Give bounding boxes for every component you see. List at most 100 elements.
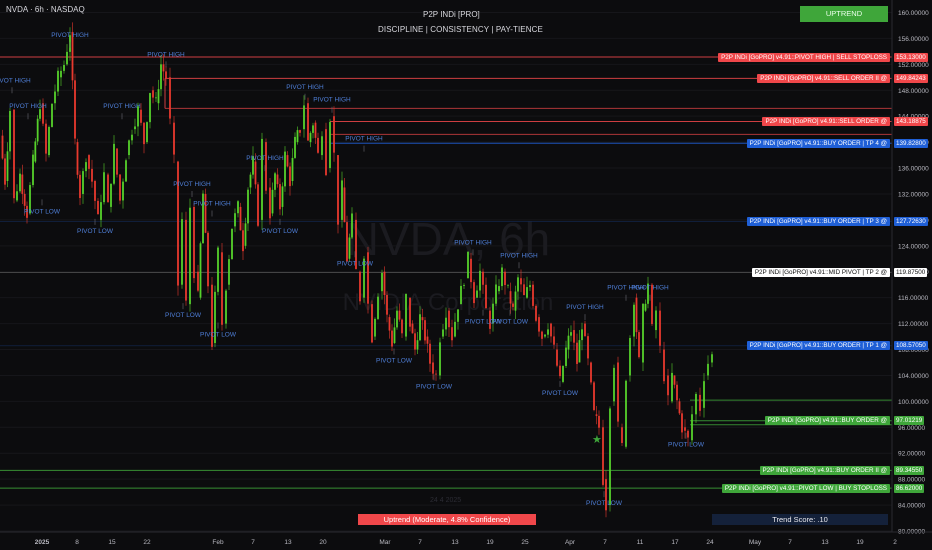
x-tick-label: 20 [319, 539, 327, 546]
candle [625, 380, 627, 447]
candle [617, 362, 619, 422]
level-tag: P2P INDi [GoPRO] v4.91::BUY ORDER II @ [759, 465, 890, 475]
candle [97, 200, 99, 215]
candle [396, 310, 398, 328]
candle [593, 382, 595, 411]
candle [325, 129, 327, 176]
candle [621, 427, 623, 443]
candle [32, 154, 34, 186]
pivot-high-label: PIVOT HIGH [454, 239, 492, 246]
candle [348, 237, 351, 259]
candle [247, 189, 249, 224]
candle [252, 156, 254, 175]
pivot-high-label: PIVOT HIGH [147, 51, 185, 58]
candle [517, 277, 519, 292]
candle [274, 173, 276, 190]
candle [125, 160, 127, 182]
candle [451, 327, 453, 341]
level-tag: P2P INDi [GoPRO] v4.91::BUY ORDER | TP 1… [746, 341, 890, 351]
candle [116, 148, 118, 175]
candle [485, 284, 487, 309]
candle [228, 259, 230, 285]
candle [391, 330, 393, 347]
candle [520, 278, 522, 285]
pivot-high-label: PIVOT HIGH [51, 32, 89, 39]
watermark-name: NVIDIA Corporation [343, 289, 554, 316]
candle [514, 291, 517, 311]
candle [547, 329, 549, 335]
candle [13, 109, 15, 199]
candle [48, 126, 50, 156]
y-tick-label: 156.00000 [898, 36, 929, 43]
level-tag: P2P INDi [GoPRO] v4.91::SELL ORDER II @ [757, 73, 890, 83]
candle [667, 375, 669, 396]
pivot-high-label: PIVOT HIGH [607, 285, 645, 292]
candle [185, 219, 187, 301]
candle [501, 267, 503, 287]
candle [289, 166, 291, 187]
x-tick-label: 7 [788, 539, 792, 546]
candle [173, 122, 175, 155]
candle [74, 80, 76, 139]
candle [435, 373, 437, 375]
candle [584, 323, 586, 337]
candle [532, 284, 534, 306]
candle [635, 297, 638, 333]
level-tag: P2P INDi [GoPRO] v4.91::PIVOT LOW | BUY … [721, 483, 890, 493]
pivot-high-label: PIVOT HIGH [246, 155, 284, 162]
candle [405, 294, 407, 337]
pivot-low-label: PIVOT LOW [465, 319, 502, 326]
candle [383, 271, 386, 295]
x-tick-label: 13 [284, 539, 292, 546]
candle [429, 343, 431, 364]
candle [199, 243, 202, 298]
candle [454, 321, 456, 337]
candle [149, 93, 151, 123]
candle [703, 381, 705, 408]
candle [355, 219, 357, 270]
candle [651, 284, 653, 325]
trend-button[interactable]: UPTREND [800, 6, 888, 22]
candle [249, 174, 252, 188]
level-tag: P2P INDi [GoPRO] v4.91::SELL ORDER @ [762, 116, 890, 126]
candle [155, 97, 157, 99]
candle [79, 174, 81, 199]
candle [432, 362, 434, 374]
candle [609, 408, 611, 506]
y-tick-label: 104.00000 [898, 373, 929, 380]
level-price-tag: 139.82800 [894, 138, 928, 148]
candle [457, 309, 459, 322]
candle [541, 331, 543, 339]
candle [23, 193, 26, 206]
level-price-tag: 119.87500 [894, 268, 928, 278]
candle [299, 130, 301, 133]
candle [374, 318, 376, 337]
candle [54, 91, 56, 104]
x-tick-label: May [749, 539, 762, 546]
candle [281, 186, 284, 207]
candle [445, 317, 447, 330]
pivot-high-label: PIVOT HIGH [0, 77, 31, 84]
candle [492, 303, 494, 324]
x-tick-label: 13 [821, 539, 829, 546]
candle [567, 335, 570, 350]
candle [482, 271, 484, 285]
candle [424, 320, 426, 341]
y-tick-label: 132.00000 [898, 191, 929, 198]
candle [9, 110, 11, 152]
watermark-symbol: NVDA, 6h [346, 213, 551, 265]
candle [671, 372, 673, 402]
candle [317, 137, 319, 153]
candle [110, 183, 112, 207]
candle [377, 296, 379, 319]
candle [473, 282, 475, 304]
candle [401, 319, 403, 334]
candle [498, 286, 500, 292]
candle [448, 310, 450, 328]
candle [329, 122, 331, 169]
candle [207, 232, 209, 287]
x-tick-label: 22 [143, 539, 151, 546]
indicator-tagline: DISCIPLINE | CONSISTENCY | PAY-TIENCE [378, 25, 543, 34]
candle [16, 191, 18, 201]
candle [439, 342, 441, 376]
